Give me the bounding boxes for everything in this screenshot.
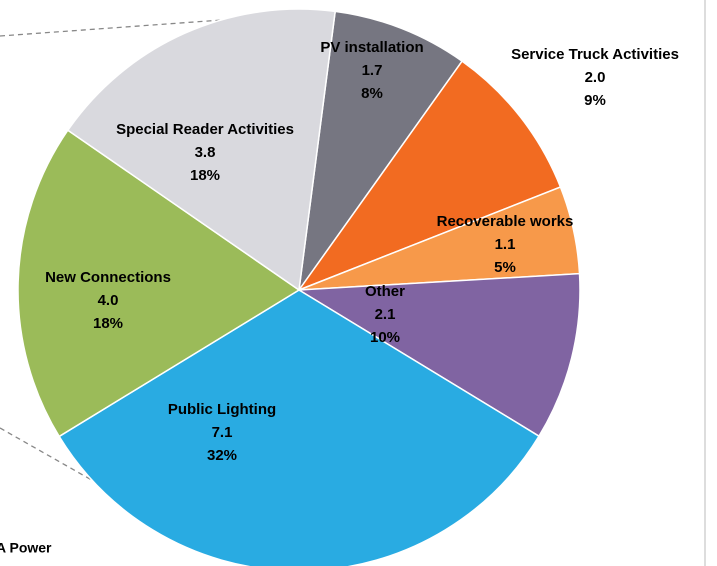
slice-share: 32% bbox=[207, 447, 237, 464]
slice-value: 3.8 bbox=[195, 144, 216, 161]
slice-label: PV installation bbox=[320, 39, 423, 56]
slice-label: Recoverable works bbox=[437, 213, 574, 230]
slice-share: 10% bbox=[370, 329, 400, 346]
pie-slice bbox=[298, 10, 464, 291]
pie-slice bbox=[296, 272, 581, 438]
connector-line bbox=[0, 11, 334, 37]
slice-value: 1.7 bbox=[362, 62, 383, 79]
annotation: A Power bbox=[0, 540, 52, 556]
slice-value: 1.1 bbox=[495, 236, 516, 253]
pie-slice bbox=[66, 8, 337, 292]
slice-value: 2.0 bbox=[585, 69, 606, 86]
slice-label: New Connections bbox=[45, 269, 171, 286]
slice-label: Special Reader Activities bbox=[116, 121, 294, 138]
pie-slice bbox=[58, 289, 541, 566]
slice-value: 2.1 bbox=[375, 306, 396, 323]
pie-slice bbox=[17, 129, 301, 438]
slice-share: 9% bbox=[584, 92, 606, 109]
slice-share: 5% bbox=[494, 259, 516, 276]
slice-value: 7.1 bbox=[212, 424, 233, 441]
slice-share: 18% bbox=[93, 315, 123, 332]
pie-slice bbox=[296, 60, 562, 292]
slice-share: 18% bbox=[190, 167, 220, 184]
slice-label: Public Lighting bbox=[168, 401, 276, 418]
slice-share: 8% bbox=[361, 85, 383, 102]
slice-value: 4.0 bbox=[98, 292, 119, 309]
slice-label: Service Truck Activities bbox=[511, 46, 679, 63]
slice-label: Other bbox=[365, 283, 405, 300]
